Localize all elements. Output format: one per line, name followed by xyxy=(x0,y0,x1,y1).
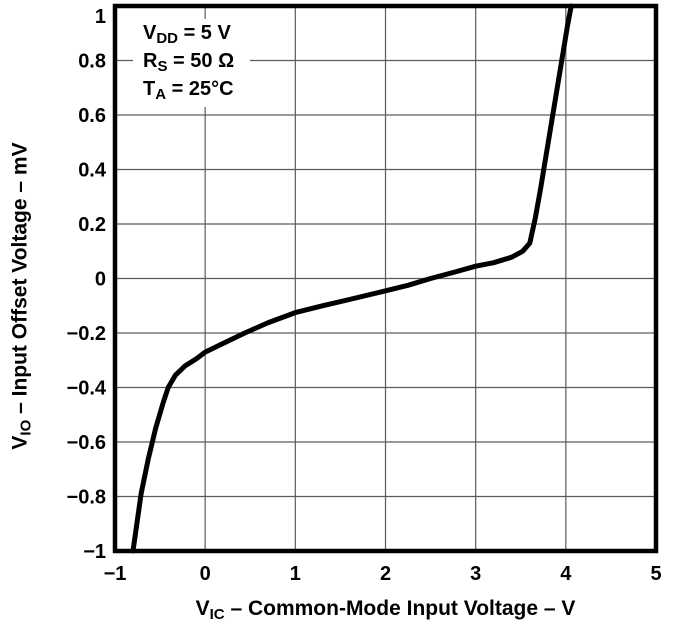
x-tick-label: 0 xyxy=(200,563,211,585)
x-tick-label: 1 xyxy=(290,563,301,585)
condition-rs-symbol: R xyxy=(143,50,158,72)
condition-rs-value: = 50 Ω xyxy=(167,50,235,72)
y-tick-label: −0.4 xyxy=(67,378,107,400)
y-axis-symbol: V xyxy=(8,435,32,450)
y-tick-label: 0.2 xyxy=(78,214,106,236)
x-tick-label: 5 xyxy=(650,563,661,585)
condition-vdd-symbol: V xyxy=(143,22,157,44)
x-tick-label: 3 xyxy=(470,563,481,585)
y-axis-subscript: IO xyxy=(17,419,35,436)
conditions-box: VDD = 5 V RS = 50 Ω TA = 25°C xyxy=(133,19,251,107)
condition-ta-subscript: A xyxy=(155,86,167,103)
condition-ta-symbol: T xyxy=(143,78,156,100)
offset-voltage-curve xyxy=(130,3,574,554)
x-tick-label: 4 xyxy=(560,563,572,585)
y-tick-label: 0.8 xyxy=(78,51,106,73)
y-tick-label: 0.4 xyxy=(78,160,107,182)
x-axis-label-text: – Common-Mode Input Voltage – V xyxy=(224,597,576,620)
condition-vdd-subscript: DD xyxy=(156,30,179,47)
plot-frame xyxy=(112,3,659,554)
y-tick-label: −0.8 xyxy=(67,487,106,509)
x-tick-labels: −1 0 1 2 3 4 5 xyxy=(104,563,662,585)
y-tick-label: 1 xyxy=(95,6,106,28)
x-axis-symbol: V xyxy=(195,597,210,620)
y-tick-labels: 1 0.8 0.6 0.4 0.2 0 −0.2 −0.4 −0.6 −0.8 −1 xyxy=(67,6,107,563)
condition-vdd: VDD = 5 V xyxy=(143,20,234,48)
y-tick-label: −1 xyxy=(83,541,106,563)
y-axis-label-text: – Input Offset Voltage – mV xyxy=(8,142,32,420)
y-tick-label: 0 xyxy=(95,269,106,291)
vio-curve xyxy=(130,3,574,554)
x-axis-title: VIC – Common-Mode Input Voltage – V xyxy=(115,597,656,623)
y-tick-label: −0.6 xyxy=(67,432,106,454)
y-tick-label: −0.2 xyxy=(67,323,106,345)
x-tick-label: −1 xyxy=(104,563,127,585)
y-tick-label: 0.6 xyxy=(78,105,106,127)
y-axis-title: VIO – Input Offset Voltage – mV xyxy=(9,24,35,569)
condition-rs-subscript: S xyxy=(157,58,168,75)
condition-ta: TA = 25°C xyxy=(143,76,234,104)
condition-vdd-value: = 5 V xyxy=(178,22,231,44)
condition-rs: RS = 50 Ω xyxy=(143,48,234,76)
axes-frame xyxy=(112,3,659,554)
x-axis-subscript: IC xyxy=(209,606,225,623)
x-tick-label: 2 xyxy=(380,563,391,585)
condition-ta-value: = 25°C xyxy=(166,78,234,100)
